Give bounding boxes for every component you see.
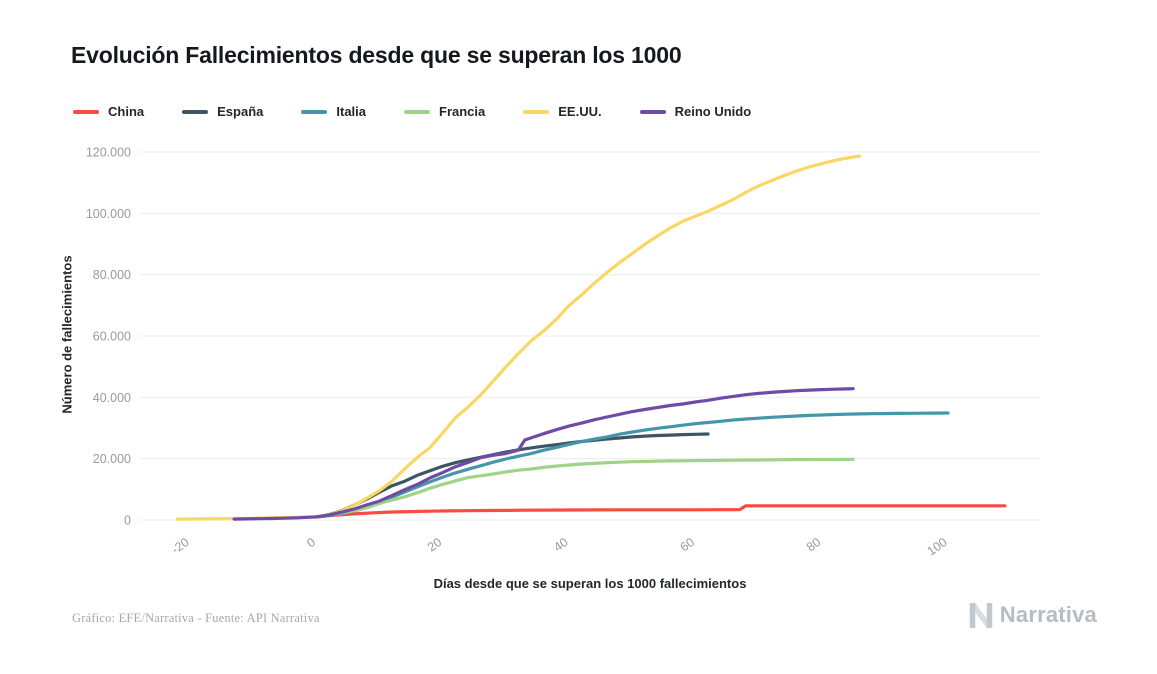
x-tick-label: -20: [169, 535, 192, 557]
legend-label: Reino Unido: [674, 104, 752, 119]
y-tick-label: 80.000: [93, 268, 131, 282]
legend: China España Italia Francia EE.UU. Reino Unid…: [73, 104, 751, 119]
x-tick-label: 60: [678, 535, 697, 554]
y-tick-label: 100.000: [86, 207, 131, 221]
legend-item-espana[interactable]: España: [182, 104, 263, 119]
legend-item-eeuu[interactable]: EE.UU.: [523, 104, 602, 119]
x-tick-label: 80: [804, 535, 823, 554]
narrativa-logo: Narrativa: [969, 601, 1097, 629]
y-tick-label: 20.000: [93, 452, 131, 466]
source-credit: Gráfico: EFE/Narrativa - Fuente: API Nar…: [72, 611, 320, 625]
legend-swatch-reino-unido: [639, 109, 666, 114]
chart-title: Evolución Fallecimientos desde que se su…: [71, 42, 682, 68]
series-line-francia: [314, 457, 855, 519]
y-axis-label: Número de fallecimientos: [59, 255, 75, 414]
x-tick-label: 0: [304, 535, 318, 550]
y-tick-label: 60.000: [93, 330, 131, 344]
y-tick-label: 120.000: [86, 146, 131, 160]
legend-swatch-china: [73, 109, 99, 114]
x-tick-label: 100: [925, 535, 950, 558]
narrativa-logo-text: Narrativa: [999, 602, 1097, 627]
legend-label: Italia: [336, 104, 366, 119]
y-tick-label: 40.000: [93, 391, 131, 405]
narrativa-n-icon: [969, 602, 993, 629]
series-line-reino-unido: [232, 387, 855, 521]
legend-label: EE.UU.: [558, 104, 602, 119]
series-line-china: [314, 504, 1007, 519]
legend-label: España: [217, 104, 264, 119]
legend-item-francia[interactable]: Francia: [404, 104, 485, 119]
legend-label: China: [108, 104, 145, 119]
x-tick-label: 20: [425, 535, 444, 554]
x-tick-label: 40: [551, 535, 570, 554]
x-axis-label: Días desde que se superan los 1000 falle…: [433, 576, 747, 591]
legend-label: Francia: [439, 104, 486, 119]
series-line-eeuu: [175, 154, 862, 521]
legend-item-italia[interactable]: Italia: [301, 104, 366, 119]
legend-swatch-espana: [182, 109, 209, 114]
legend-swatch-italia: [301, 109, 328, 114]
legend-item-china[interactable]: China: [73, 104, 144, 119]
series-line-italia: [314, 411, 950, 519]
legend-swatch-francia: [404, 109, 430, 114]
legend-swatch-eeuu: [523, 109, 550, 114]
y-tick-label: 0: [124, 514, 131, 528]
legend-item-reino-unido[interactable]: Reino Unido: [639, 104, 752, 119]
